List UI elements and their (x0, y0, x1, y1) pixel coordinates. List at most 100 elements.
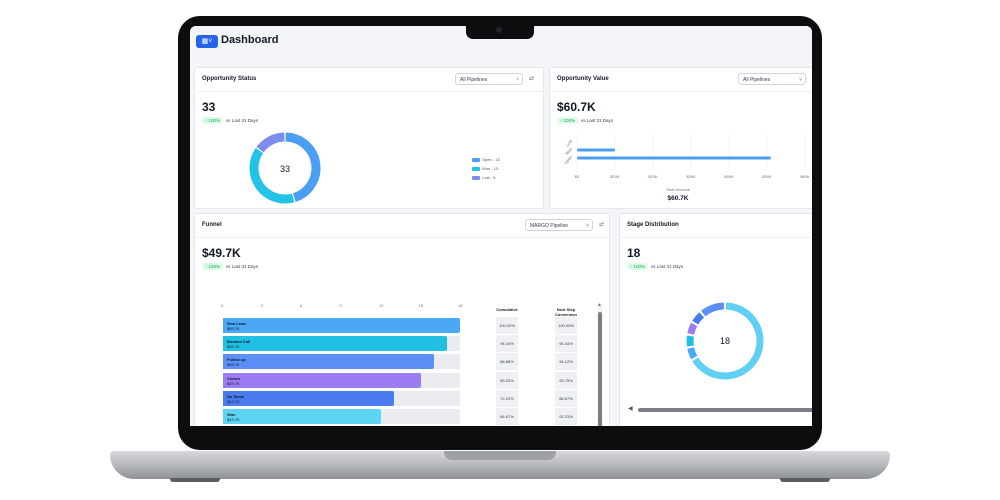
pipeline-select-value: MARGO Pipeline (530, 223, 569, 229)
opportunity-value-card: Opportunity Value All Pipelines ˅ $60.7K… (549, 67, 812, 209)
vertical-scroll-thumb[interactable] (598, 312, 602, 426)
funnel-stage-value: $59.7K (227, 326, 240, 331)
compare-text: vs Last 31 Days (581, 118, 614, 123)
divider (195, 237, 609, 238)
divider (550, 91, 812, 92)
x-tick-label: $30K (686, 174, 696, 179)
value-bar[interactable] (577, 156, 771, 160)
next-step-cell: 100.00% (555, 317, 577, 334)
scroll-down-icon[interactable]: ▼ (597, 417, 602, 423)
funnel-stage-label: New Lead $59.7K (227, 321, 246, 331)
pipeline-select[interactable]: All Pipelines ˅ (455, 73, 523, 85)
expand-icon[interactable]: ⇄ (599, 222, 605, 228)
funnel-bar[interactable] (223, 409, 381, 424)
next-step-cell: 92.31% (555, 408, 577, 425)
stage-total: 18 (627, 246, 641, 260)
funnel-total: $49.7K (202, 246, 241, 260)
x-tick-label: 3 (260, 303, 263, 308)
funnel-stage-label: Won $49.7K (227, 412, 240, 422)
next-step-cell: 94.44% (555, 335, 577, 353)
scroll-left-icon[interactable]: ◀ (628, 406, 633, 412)
legend-swatch (472, 157, 480, 162)
funnel-chart: 0 3 6 9 12 15 18 New Lead $59.7K 100.00% 100.00% Bo… (195, 214, 609, 426)
donut-slice[interactable] (692, 302, 764, 380)
pipeline-select-value: All Pipelines (460, 77, 488, 83)
chevron-down-icon: ˅ (586, 223, 589, 229)
funnel-stage-label: No Show $49.7K (227, 394, 244, 404)
y-category-label: Won (564, 146, 573, 155)
change-badge: ↑ 100% vs Last 31 Days (202, 263, 258, 270)
expand-icon[interactable]: ⇄ (529, 76, 535, 82)
opportunity-status-donut: 33 (249, 132, 321, 204)
funnel-stage-name: Closes (227, 375, 241, 381)
donut-slice[interactable] (701, 302, 725, 317)
legend-item: Open - 15 (472, 157, 500, 162)
screen: ▦˅ Dashboard Opportunity Status All Pipe… (190, 26, 812, 426)
pipeline-select[interactable]: MARGO Pipeline ˅ (525, 219, 593, 231)
x-tick-label: $60K (800, 174, 810, 179)
donut-center-label: 33 (280, 164, 290, 174)
donut-center-label: 18 (720, 336, 730, 346)
y-category-label: Lost (565, 138, 574, 148)
funnel-stage-label: Closes $59.7K (227, 376, 240, 386)
legend-item: Won - 13 (472, 166, 498, 171)
funnel-bar[interactable] (223, 372, 421, 388)
legend-label: Open - 15 (482, 157, 500, 162)
change-pill: ↑ 100% (627, 263, 649, 270)
total-count: 33 (202, 100, 216, 114)
next-step-cell: 86.67% (555, 389, 577, 407)
funnel-bar[interactable] (223, 390, 395, 406)
funnel-bar[interactable] (223, 318, 460, 333)
donut-slice[interactable] (687, 322, 698, 335)
funnel-stage-value: $59.7K (227, 344, 240, 350)
scroll-up-icon[interactable]: ▲ (597, 302, 602, 308)
pipeline-select[interactable]: All Pipelines ˅ (738, 73, 806, 85)
grid-icon[interactable]: ▦˅ (196, 35, 218, 48)
card-title: Opportunity Status (202, 76, 257, 82)
total-revenue-value: $60.7K (668, 195, 689, 202)
card-title: Opportunity Value (557, 76, 609, 82)
horizontal-scroll-thumb[interactable] (638, 408, 812, 412)
change-pill: ↑ 100% (202, 117, 224, 124)
funnel-stage-value: $49.7K (227, 417, 240, 422)
funnel-bar[interactable] (223, 354, 434, 370)
opportunity-status-card: Opportunity Status All Pipelines ˅ ⇄ 33 … (194, 67, 544, 209)
laptop-base-lip (444, 451, 556, 460)
pipeline-select-value: All Pipelines (743, 77, 771, 83)
cumulative-cell: 72.22% (496, 389, 518, 407)
donut-slice[interactable] (285, 132, 321, 202)
funnel-stage-name: Booked Call (227, 339, 251, 345)
change-pill: ↑ 100% (557, 117, 579, 124)
x-tick-label: $0 (575, 174, 580, 179)
donut-slice[interactable] (692, 312, 705, 325)
x-tick-label: 6 (300, 303, 303, 308)
divider (620, 237, 812, 238)
legend-swatch (472, 166, 480, 171)
compare-text: vs Last 31 Days (651, 264, 684, 269)
laptop-foot (170, 478, 220, 482)
x-tick-label: $50K (762, 174, 772, 179)
funnel-stage-value: $59.7K (227, 362, 240, 368)
camera-icon (496, 27, 502, 33)
funnel-stage-value: $49.7K (227, 398, 240, 404)
compare-text: vs Last 31 Days (226, 264, 259, 269)
card-title: Stage Distribution (627, 222, 679, 228)
funnel-bar[interactable] (223, 336, 447, 352)
chevron-down-icon: ˅ (799, 77, 802, 83)
total-revenue-label: Total revenue (666, 187, 691, 192)
cumulative-header: Cumulative (496, 307, 518, 312)
cumulative-cell: 100.00% (496, 317, 518, 334)
donut-slice[interactable] (687, 347, 698, 360)
legend-label: Lost - 5 (482, 175, 496, 180)
cumulative-cell: 83.33% (496, 371, 518, 389)
legend-item: Lost - 5 (472, 175, 495, 180)
change-badge: ↑ 100% vs Last 31 Days (627, 263, 683, 270)
funnel-stage-name: Follow up (227, 357, 246, 363)
x-tick-label: 9 (339, 303, 342, 308)
donut-slice[interactable] (249, 147, 295, 204)
next-step-cell: 93.75% (555, 371, 577, 389)
legend-swatch (472, 175, 480, 180)
value-bar[interactable] (577, 148, 615, 152)
funnel-stage-label: Booked Call $59.7K (227, 339, 250, 349)
donut-slice[interactable] (256, 132, 285, 153)
